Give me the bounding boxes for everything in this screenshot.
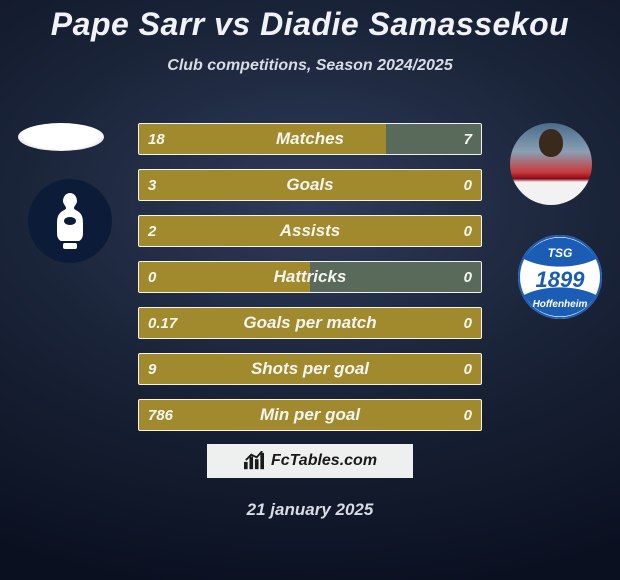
club-badge-text-bottom: Hoffenheim <box>533 299 588 310</box>
stat-bar-right-value: 0 <box>464 215 472 247</box>
stat-bar-label: Matches <box>138 123 482 155</box>
stat-bar-label: Min per goal <box>138 399 482 431</box>
stat-bar-label: Hattricks <box>138 261 482 293</box>
stat-bar-left-value: 786 <box>148 399 173 431</box>
page-subtitle: Club competitions, Season 2024/2025 <box>0 57 620 75</box>
stat-bar-right-value: 0 <box>464 169 472 201</box>
stat-bar-left-value: 9 <box>148 353 156 385</box>
stat-bar-label: Shots per goal <box>138 353 482 385</box>
stat-bar-left-value: 2 <box>148 215 156 247</box>
page-title: Pape Sarr vs Diadie Samassekou <box>0 0 620 43</box>
stat-bar: Goals per match0.17 0 <box>138 307 482 339</box>
club-badge-text-mid: 1899 <box>536 267 586 292</box>
stat-bar-left-value: 3 <box>148 169 156 201</box>
stat-bar-right-value: 7 <box>464 123 472 155</box>
player-right-club-badge: TSG 1899 Hoffenheim <box>518 235 602 319</box>
stat-bar-right-value: 0 <box>464 261 472 293</box>
stat-bar: Assists2 0 <box>138 215 482 247</box>
stat-bar-right-value: 0 <box>464 399 472 431</box>
stats-bars: Matches187Goals30Assists20Hattricks00Goa… <box>138 123 482 431</box>
stat-bar-left-value: 0.17 <box>148 307 177 339</box>
stat-bar-right-value: 0 <box>464 307 472 339</box>
club-badge-text-top: TSG <box>548 246 573 260</box>
player-left-avatar <box>18 123 104 151</box>
tottenham-crest-icon <box>47 191 93 251</box>
bar-chart-icon <box>243 451 265 471</box>
stat-bar-left-value: 0 <box>148 261 156 293</box>
stat-bar-right-value: 0 <box>464 353 472 385</box>
stat-bar-label: Goals <box>138 169 482 201</box>
stat-bar-label: Assists <box>138 215 482 247</box>
stat-bar-label: Goals per match <box>138 307 482 339</box>
hoffenheim-crest-icon: TSG 1899 Hoffenheim <box>518 235 602 319</box>
stat-bar: Goals3 0 <box>138 169 482 201</box>
brand-badge: FcTables.com <box>207 444 413 478</box>
stat-bar: Hattricks0 0 <box>138 261 482 293</box>
stat-bar: Shots per goal9 0 <box>138 353 482 385</box>
player-right-avatar <box>510 123 592 205</box>
brand-text: FcTables.com <box>271 452 377 470</box>
stat-bar: Matches18 7 <box>138 123 482 155</box>
stat-bar: Min per goal786 0 <box>138 399 482 431</box>
generated-date: 21 january 2025 <box>0 500 620 520</box>
player-left-club-badge <box>28 179 112 263</box>
stat-bar-left-value: 18 <box>148 123 165 155</box>
